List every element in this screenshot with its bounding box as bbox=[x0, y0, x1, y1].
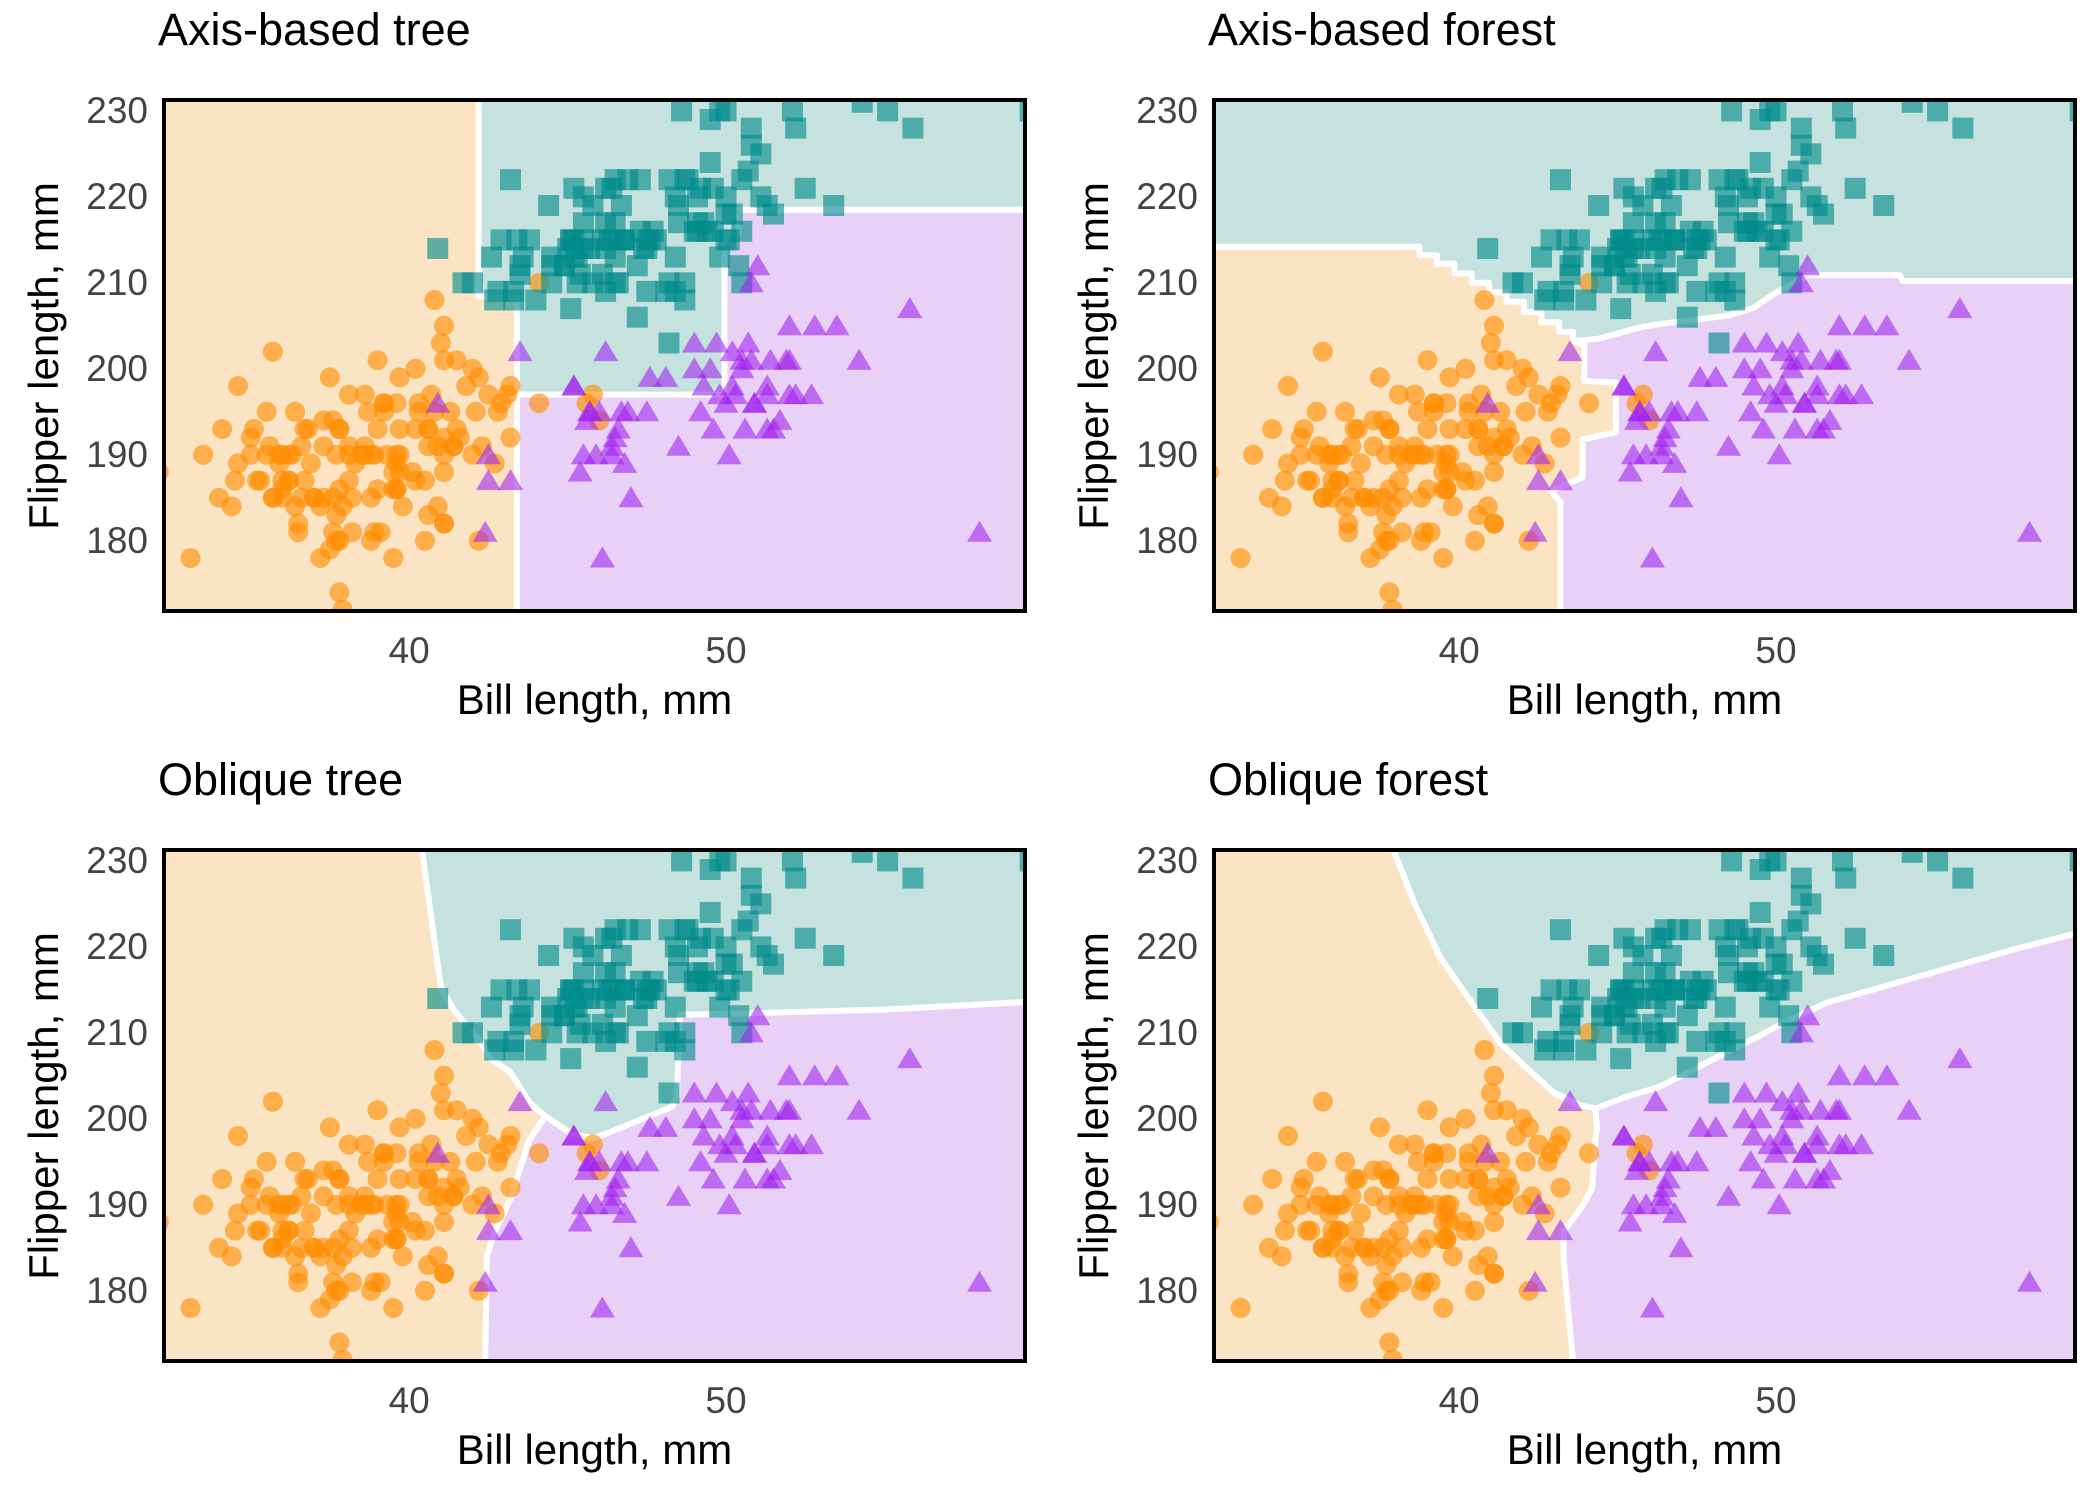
y-tick-label: 180 bbox=[1136, 1269, 1198, 1311]
y-tick-label: 190 bbox=[86, 433, 148, 475]
plot-area bbox=[1212, 98, 2077, 613]
y-tick-label: 210 bbox=[86, 1011, 148, 1053]
chinstrap-points bbox=[425, 1004, 992, 1318]
y-tick-label: 210 bbox=[1136, 1011, 1198, 1053]
decision-boundary bbox=[1212, 243, 1619, 613]
y-tick-label: 230 bbox=[1136, 89, 1198, 131]
region-chinstrap bbox=[1551, 275, 2077, 613]
panel-border bbox=[1212, 98, 2077, 613]
y-tick-label: 190 bbox=[1136, 433, 1198, 475]
y-tick-label: 180 bbox=[1136, 519, 1198, 561]
region-gentoo bbox=[1212, 98, 2077, 342]
panel-oblique-forest: Oblique forest 180 190 200 210 220 230 40 50 B… bbox=[1050, 750, 2100, 1500]
x-tick-label: 40 bbox=[1438, 630, 1480, 671]
y-tick-label: 190 bbox=[1136, 1183, 1198, 1225]
y-tick-label: 230 bbox=[86, 839, 148, 881]
x-tick-label: 40 bbox=[1438, 1380, 1480, 1421]
y-tick-label: 230 bbox=[86, 89, 148, 131]
panel-oblique-tree: Oblique tree 180 190 200 210 220 230 40 50 Bil… bbox=[0, 750, 1050, 1500]
panel-title: Axis-based tree bbox=[158, 4, 471, 55]
gentoo-points bbox=[427, 848, 1027, 1104]
region-chinstrap bbox=[485, 1001, 1027, 1363]
panel-title: Oblique tree bbox=[158, 754, 404, 805]
adelie-points bbox=[162, 272, 610, 613]
panel-title: Axis-based forest bbox=[1208, 4, 1556, 55]
panel-border bbox=[162, 98, 1027, 613]
plot-area bbox=[162, 848, 1027, 1363]
y-tick-label: 220 bbox=[86, 925, 148, 967]
decision-boundary bbox=[542, 998, 1027, 1142]
decision-boundary bbox=[1592, 930, 2077, 1112]
panel-axis-based-tree: Axis-based tree 180 190 200 210 220 230 40 50 … bbox=[0, 0, 1050, 750]
y-tick-label: 200 bbox=[1136, 1097, 1198, 1139]
gentoo-points bbox=[1477, 98, 2077, 354]
region-adelie bbox=[1212, 246, 1616, 613]
gentoo-points bbox=[427, 98, 1027, 354]
x-axis-title: Bill length, mm bbox=[1506, 1426, 1783, 1473]
y-tick-label: 210 bbox=[1136, 261, 1198, 303]
chinstrap-points bbox=[1475, 254, 2042, 568]
y-tick-label: 210 bbox=[86, 261, 148, 303]
plot-area bbox=[1212, 848, 2077, 1363]
x-axis-title: Bill length, mm bbox=[456, 676, 733, 723]
panel-border bbox=[1212, 848, 2077, 1363]
y-tick-label: 230 bbox=[1136, 839, 1198, 881]
y-tick-label: 180 bbox=[86, 1269, 148, 1311]
gentoo-points bbox=[1477, 848, 2077, 1104]
y-tick-label: 220 bbox=[1136, 925, 1198, 967]
x-tick-label: 40 bbox=[388, 630, 430, 671]
panel-border bbox=[162, 848, 1027, 1363]
x-tick-label: 50 bbox=[1755, 1380, 1797, 1421]
x-tick-label: 50 bbox=[1755, 630, 1797, 671]
chinstrap-points bbox=[425, 254, 992, 568]
decision-boundary bbox=[1389, 848, 1600, 1363]
y-tick-label: 220 bbox=[86, 175, 148, 217]
x-axis-title: Bill length, mm bbox=[456, 1426, 733, 1473]
adelie-points bbox=[1212, 1022, 1660, 1363]
x-tick-label: 40 bbox=[388, 1380, 430, 1421]
panel-title: Oblique forest bbox=[1208, 754, 1489, 805]
y-tick-label: 200 bbox=[86, 347, 148, 389]
decision-boundary bbox=[1570, 272, 2077, 345]
y-tick-label: 190 bbox=[86, 1183, 148, 1225]
y-tick-label: 200 bbox=[1136, 347, 1198, 389]
y-tick-label: 220 bbox=[1136, 175, 1198, 217]
panel-axis-based-forest: Axis-based forest 180 190 200 210 220 230 40 5… bbox=[1050, 0, 2100, 750]
x-tick-label: 50 bbox=[705, 1380, 747, 1421]
region-chinstrap bbox=[516, 209, 1027, 613]
plot-area bbox=[162, 98, 1027, 613]
chinstrap-points bbox=[1475, 1004, 2042, 1318]
x-axis-title: Bill length, mm bbox=[1506, 676, 1783, 723]
y-tick-label: 200 bbox=[86, 1097, 148, 1139]
y-tick-label: 180 bbox=[86, 519, 148, 561]
x-tick-label: 50 bbox=[705, 630, 747, 671]
